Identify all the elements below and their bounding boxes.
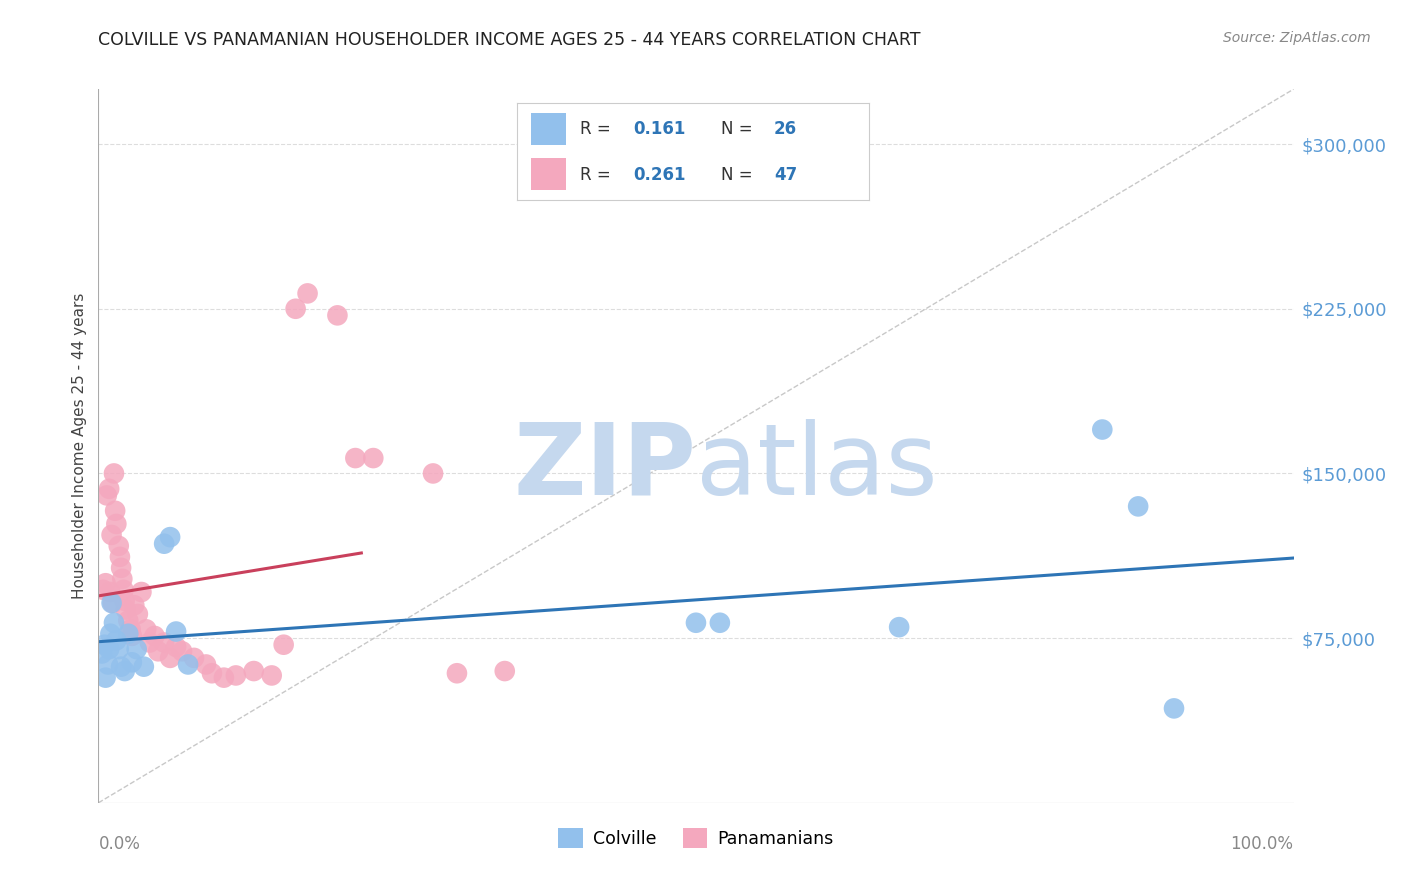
Point (97, 657, 120, 672)
Text: atlas: atlas (696, 419, 938, 516)
Point (143, 629, 166, 643)
Text: ZIP: ZIP (513, 419, 696, 516)
Point (101, 596, 124, 610)
Legend: Colville, Panamanians: Colville, Panamanians (551, 821, 841, 855)
Point (127, 607, 149, 621)
Point (120, 623, 142, 637)
Point (172, 644, 194, 658)
Point (132, 659, 155, 673)
Point (889, 620, 911, 634)
Point (225, 668, 247, 682)
Point (165, 640, 187, 654)
Point (273, 638, 295, 652)
Text: 0.0%: 0.0% (98, 835, 141, 853)
Point (117, 626, 139, 640)
Point (194, 657, 218, 672)
Text: Source: ZipAtlas.com: Source: ZipAtlas.com (1223, 31, 1371, 45)
Point (1128, 500, 1150, 514)
Point (685, 615, 707, 630)
Point (446, 666, 468, 681)
Point (98, 482, 121, 496)
Point (135, 623, 157, 637)
Point (212, 671, 235, 685)
Text: COLVILLE VS PANAMANIAN HOUSEHOLDER INCOME AGES 25 - 44 YEARS CORRELATION CHART: COLVILLE VS PANAMANIAN HOUSEHOLDER INCOM… (98, 31, 921, 49)
Point (93, 638, 115, 652)
Point (121, 655, 143, 669)
Point (709, 615, 731, 630)
Point (110, 561, 132, 575)
Point (1163, 701, 1185, 715)
Point (100, 596, 122, 610)
Point (165, 624, 187, 639)
Point (91, 647, 114, 661)
Point (94, 671, 117, 685)
Point (112, 582, 135, 597)
Point (159, 530, 181, 544)
Point (297, 286, 319, 301)
Point (98, 642, 121, 657)
Point (121, 629, 143, 643)
Point (117, 614, 139, 628)
Point (344, 451, 367, 466)
Point (114, 594, 136, 608)
Point (260, 668, 283, 682)
Point (131, 585, 153, 599)
Point (98, 585, 122, 599)
Y-axis label: Householder Income Ages 25 - 44 years: Householder Income Ages 25 - 44 years (72, 293, 87, 599)
Point (363, 451, 385, 466)
Point (177, 657, 200, 672)
Point (159, 651, 181, 665)
Point (284, 301, 307, 316)
Point (115, 602, 138, 616)
Point (108, 549, 131, 564)
Point (326, 309, 349, 323)
Point (153, 537, 176, 551)
Point (107, 642, 129, 657)
Point (494, 664, 516, 678)
Point (103, 467, 125, 481)
Point (148, 644, 170, 658)
Point (243, 664, 266, 678)
Point (91, 582, 114, 597)
Point (1091, 423, 1114, 437)
Point (105, 516, 128, 531)
Point (124, 598, 146, 612)
Point (111, 572, 134, 586)
Text: 100.0%: 100.0% (1230, 835, 1294, 853)
Point (100, 528, 122, 542)
Point (98, 626, 122, 640)
Point (183, 651, 205, 665)
Point (153, 635, 176, 649)
Point (105, 633, 128, 648)
Point (422, 467, 444, 481)
Point (107, 539, 129, 553)
Point (139, 635, 162, 649)
Point (110, 659, 132, 673)
Point (103, 615, 125, 630)
Point (201, 666, 224, 681)
Point (114, 664, 136, 678)
Point (104, 504, 127, 518)
Point (125, 642, 148, 657)
Point (94, 576, 117, 591)
Point (96, 488, 118, 502)
